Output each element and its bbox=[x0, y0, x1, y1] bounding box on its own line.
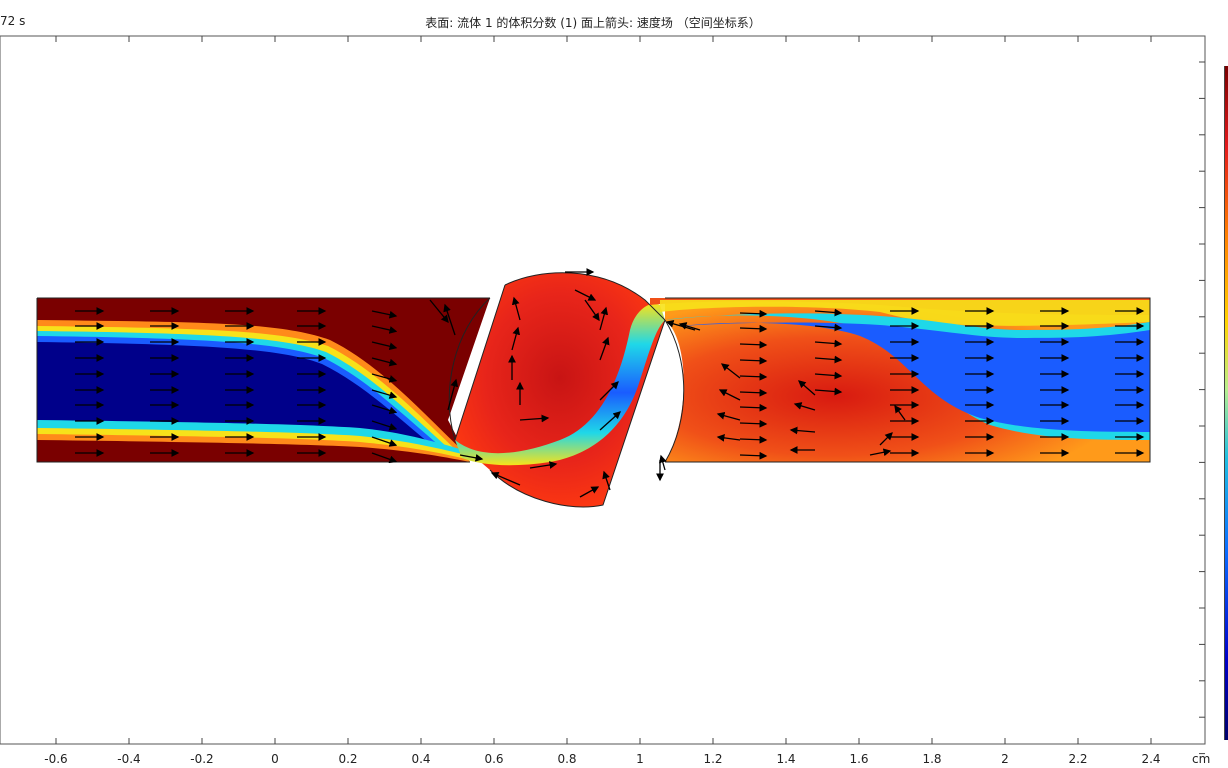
velocity-arrow bbox=[371, 404, 398, 415]
velocity-arrow bbox=[429, 299, 449, 324]
velocity-arrow bbox=[602, 470, 611, 491]
colorbar bbox=[1224, 66, 1228, 740]
left-valve-arc bbox=[448, 297, 491, 441]
velocity-arrow bbox=[716, 434, 741, 442]
velocity-arrow bbox=[814, 323, 843, 332]
x-tick-label: 1.6 bbox=[849, 752, 868, 766]
x-tick-label: 0.2 bbox=[338, 752, 357, 766]
velocity-arrow bbox=[894, 404, 906, 421]
velocity-arrow bbox=[371, 357, 398, 367]
x-tick-label: 0 bbox=[271, 752, 279, 766]
velocity-arrow bbox=[490, 471, 521, 486]
velocity-arrow bbox=[443, 303, 456, 336]
velocity-arrow bbox=[529, 461, 558, 469]
plot-title: 表面: 流体 1 的体积分数 (1) 面上箭头: 速度场 （空间坐标系） bbox=[425, 16, 761, 30]
velocity-arrow bbox=[371, 341, 398, 351]
velocity-arrow bbox=[789, 426, 816, 435]
x-tick-label: 1.8 bbox=[922, 752, 941, 766]
velocity-arrow bbox=[599, 381, 619, 401]
velocity-arrow bbox=[814, 308, 843, 317]
x-tick-label: 2.2 bbox=[1068, 752, 1087, 766]
x-tick-label: 1.4 bbox=[776, 752, 795, 766]
velocity-arrow bbox=[720, 363, 741, 379]
velocity-arrow bbox=[814, 355, 843, 364]
velocity-arrow bbox=[739, 324, 768, 333]
right-valve-arc bbox=[664, 319, 685, 463]
x-tick-label: 0.8 bbox=[557, 752, 576, 766]
velocity-arrow bbox=[599, 411, 621, 431]
velocity-arrow bbox=[371, 373, 398, 383]
velocity-arrow bbox=[665, 320, 696, 331]
velocity-arrow bbox=[371, 452, 398, 464]
left-channel bbox=[37, 298, 490, 462]
velocity-arrow bbox=[371, 310, 398, 319]
velocity-arrow bbox=[798, 380, 816, 396]
x-tick-label: -0.2 bbox=[190, 752, 213, 766]
x-tick-label: 0.4 bbox=[411, 752, 430, 766]
velocity-arrow bbox=[718, 389, 741, 401]
velocity-arrow bbox=[659, 454, 667, 471]
velocity-arrow bbox=[739, 356, 768, 365]
velocity-arrow bbox=[716, 411, 741, 421]
velocity-arrow bbox=[599, 306, 609, 331]
time-label: 72 s bbox=[0, 14, 26, 28]
velocity-arrow bbox=[371, 389, 398, 399]
velocity-arrow bbox=[814, 339, 843, 348]
velocity-arrow bbox=[371, 325, 398, 334]
x-tick-label: -0.6 bbox=[44, 752, 67, 766]
velocity-arrows bbox=[75, 268, 1145, 498]
velocity-arrow bbox=[879, 432, 893, 446]
x-axis: -0.6 -0.4 -0.2 0 0.2 0.4 0.6 0.8 1 1.2 1.4 1.6 1.8 2 2… bbox=[44, 36, 1161, 766]
velocity-arrow bbox=[739, 372, 768, 381]
velocity-arrow bbox=[869, 448, 892, 457]
x-tick-label: 0.6 bbox=[484, 752, 503, 766]
x-tick-label: 1.2 bbox=[703, 752, 722, 766]
velocity-arrow bbox=[793, 402, 816, 411]
velocity-arrow bbox=[739, 309, 768, 318]
velocity-arrow bbox=[739, 403, 768, 412]
rotor-valve bbox=[454, 272, 666, 508]
velocity-arrow bbox=[459, 454, 484, 462]
colorbar-ticks bbox=[1199, 61, 1205, 755]
velocity-arrow bbox=[579, 486, 600, 498]
velocity-arrow bbox=[739, 435, 768, 444]
velocity-arrow bbox=[739, 419, 768, 428]
velocity-arrow bbox=[739, 388, 768, 397]
x-tick-label: 2.4 bbox=[1141, 752, 1160, 766]
velocity-arrow bbox=[814, 371, 843, 380]
velocity-arrow bbox=[371, 420, 398, 431]
velocity-arrow bbox=[599, 336, 610, 361]
left-channel-outline bbox=[36, 297, 490, 463]
x-axis-unit: cm bbox=[1192, 752, 1210, 766]
x-tick-label: -0.4 bbox=[117, 752, 140, 766]
velocity-arrow bbox=[678, 322, 701, 331]
right-channel bbox=[650, 297, 1151, 463]
x-tick-label: 1 bbox=[636, 752, 644, 766]
velocity-arrow bbox=[739, 451, 768, 460]
velocity-arrow bbox=[584, 299, 600, 322]
velocity-arrow bbox=[739, 340, 768, 349]
x-tick-label: 2 bbox=[1001, 752, 1009, 766]
velocity-arrow bbox=[511, 296, 521, 321]
velocity-arrow bbox=[511, 326, 521, 351]
velocity-arrow bbox=[519, 414, 550, 423]
velocity-arrow bbox=[814, 387, 843, 396]
velocity-arrow bbox=[574, 289, 597, 301]
velocity-arrow bbox=[447, 378, 459, 411]
colorbar-edge bbox=[1224, 66, 1225, 740]
velocity-arrow bbox=[371, 436, 398, 447]
